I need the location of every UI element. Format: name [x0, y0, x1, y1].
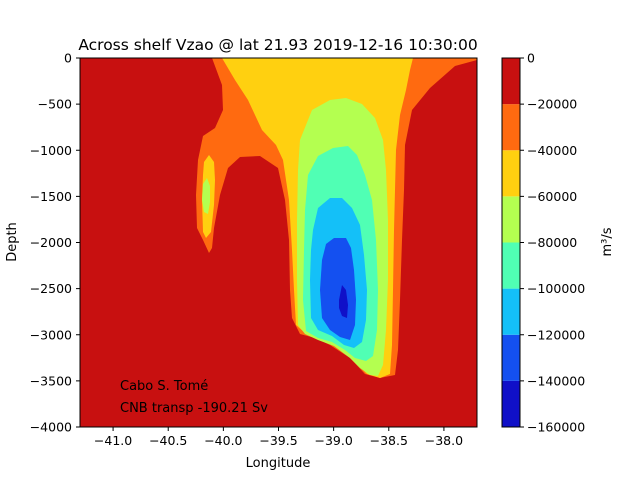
colorbar-tick-label: −160000 — [527, 420, 585, 435]
annotation-transport: CNB transp -190.21 Sv — [120, 401, 268, 416]
y-axis: 0 −500 −1000 −1500 −2000 −2500 −3000 −3500 −4000 — [30, 51, 80, 435]
x-tick-label: −40.5 — [149, 433, 187, 448]
x-axis-label: Longitude — [246, 456, 311, 471]
y-tick-label: −1000 — [30, 143, 72, 158]
y-tick-label: −3500 — [30, 373, 72, 388]
x-tick-label: −39.5 — [259, 433, 297, 448]
colorbar-swatch — [502, 58, 520, 105]
y-tick-label: −500 — [38, 97, 72, 112]
colorbar-tick-label: −60000 — [527, 189, 577, 204]
colorbar-tick-label: −140000 — [527, 373, 585, 388]
colorbar-tick-label: −80000 — [527, 235, 577, 250]
colorbar: 0 −20000 −40000 −60000 −80000 −100000 −120000 −… — [501, 51, 585, 435]
y-tick-label: −4000 — [30, 420, 72, 435]
y-tick-label: −2500 — [30, 281, 72, 296]
x-axis: −41.0 −40.5 −40.0 −39.5 −39.0 −38.5 −38.0 — [94, 427, 463, 448]
colorbar-label: m³/s — [600, 227, 615, 256]
colorbar-swatch — [502, 104, 520, 151]
colorbar-tick-label: −100000 — [527, 281, 585, 296]
colorbar-tick-label: −40000 — [527, 143, 577, 158]
chart-title: Across shelf Vzao @ lat 21.93 2019-12-16… — [78, 36, 477, 54]
x-tick-label: −40.0 — [204, 433, 242, 448]
y-tick-label: −1500 — [30, 189, 72, 204]
contour-level-7 — [339, 285, 348, 318]
annotation-location: Cabo S. Tomé — [120, 379, 208, 394]
x-tick-label: −38.0 — [425, 433, 463, 448]
colorbar-swatch — [502, 242, 520, 289]
colorbar-swatch — [502, 380, 520, 427]
y-tick-label: −3000 — [30, 327, 72, 342]
colorbar-swatch — [502, 288, 520, 335]
contour-level-3-left — [202, 178, 210, 214]
y-axis-label: Depth — [5, 222, 20, 262]
y-tick-label: −2000 — [30, 235, 72, 250]
colorbar-tick-label: −120000 — [527, 327, 585, 342]
x-tick-label: −39.0 — [314, 433, 352, 448]
colorbar-swatch — [502, 334, 520, 381]
colorbar-tick-label: 0 — [527, 51, 535, 66]
plot-area — [79, 57, 478, 428]
x-tick-label: −41.0 — [94, 433, 132, 448]
colorbar-swatch — [502, 150, 520, 197]
y-tick-label: 0 — [64, 51, 72, 66]
x-tick-label: −38.5 — [370, 433, 408, 448]
colorbar-swatch — [502, 196, 520, 243]
colorbar-tick-label: −20000 — [527, 97, 577, 112]
